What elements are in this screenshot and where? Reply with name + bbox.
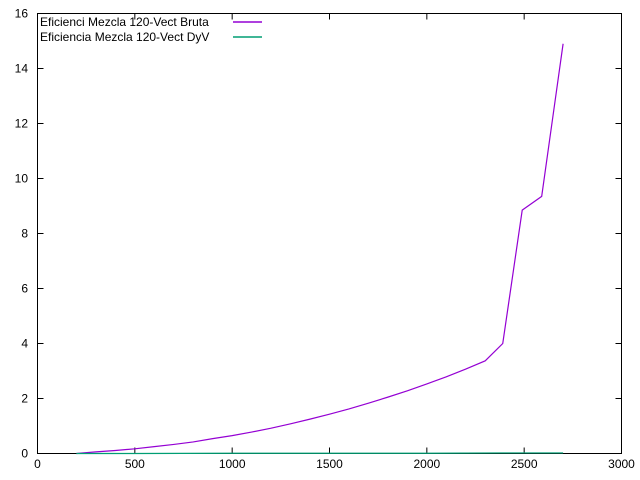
series-line-bruta [76,43,564,455]
series-line-dyv [76,452,564,455]
y-tick-label: 8 [21,227,28,241]
x-tick-label: 1000 [219,457,246,471]
plot-frame [37,13,622,454]
x-axis: 0 500 1000 1500 2000 2500 3000 [34,13,635,471]
y-tick-label: 10 [15,172,29,186]
y-axis: 0 2 4 6 8 10 12 14 16 [15,7,622,461]
legend: Eficienci Mezcla 120-Vect Bruta Eficienc… [40,15,262,44]
x-tick-label: 2500 [511,457,538,471]
x-tick-label: 500 [125,457,145,471]
y-tick-label: 6 [21,282,28,296]
y-tick-label: 16 [15,7,29,21]
x-tick-label: 1500 [316,457,343,471]
y-tick-label: 14 [15,62,29,76]
series-layer [76,43,564,455]
y-tick-label: 4 [21,337,28,351]
x-tick-label: 3000 [608,457,635,471]
legend-label-bruta: Eficienci Mezcla 120-Vect Bruta [40,15,209,29]
x-tick-label: 0 [34,457,41,471]
y-tick-label: 2 [21,392,28,406]
y-tick-label: 0 [21,447,28,461]
x-tick-label: 2000 [413,457,440,471]
y-tick-label: 12 [15,117,29,131]
legend-label-dyv: Eficiencia Mezcla 120-Vect DyV [40,30,209,44]
